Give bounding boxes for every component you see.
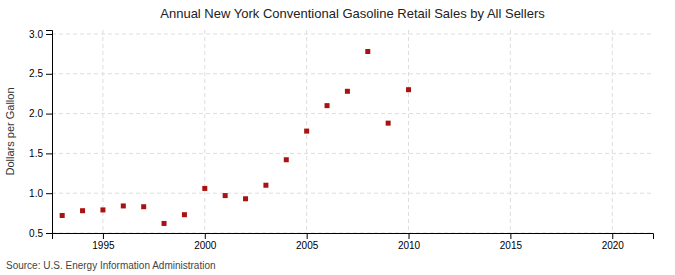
x-tick-mark — [103, 233, 104, 239]
point — [121, 203, 126, 208]
x-tick-mark — [409, 233, 410, 239]
x-tick-mark — [205, 233, 206, 239]
point — [386, 121, 391, 126]
point — [100, 207, 105, 212]
point — [325, 103, 330, 108]
point — [284, 157, 289, 162]
grid-line-x — [102, 30, 103, 233]
x-tick-label: 2015 — [500, 240, 523, 251]
grid-line-y — [52, 193, 653, 194]
x-tick-mark — [307, 233, 308, 239]
y-tick-label: 0.5 — [29, 228, 43, 239]
x-tick: 2015 — [500, 233, 523, 251]
y-tick: 2.5 — [29, 68, 52, 79]
plot-area: 1995 2000 2005 2010 2015 2020 0.5 1.0 1.5 2.0 2.5 3… — [29, 29, 653, 251]
x-tick: 2020 — [602, 233, 625, 251]
y-tick: 0.5 — [29, 228, 52, 239]
x-axis: 1995 2000 2005 2010 2015 2020 — [53, 233, 654, 251]
x-tick: 2000 — [194, 233, 217, 251]
y-tick: 1.5 — [29, 148, 52, 159]
y-axis-label: Dollars per Gallon — [4, 87, 16, 175]
source-note: Source: U.S. Energy Information Administ… — [6, 260, 216, 271]
x-tick-label: 1995 — [92, 240, 115, 251]
x-tick: 1995 — [92, 233, 115, 251]
x-tick-mark — [612, 233, 613, 239]
y-tick-label: 1.0 — [29, 188, 43, 199]
y-tick: 1.0 — [29, 188, 52, 199]
grid-line-x — [408, 30, 409, 233]
point — [345, 89, 350, 94]
title: Annual New York Conventional Gasoline Re… — [160, 6, 545, 21]
y-axis-line — [46, 31, 53, 234]
chart: 1995 2000 2005 2010 2015 2020 0.5 1.0 1.5 2.0 2.5 3… — [0, 0, 675, 275]
point — [304, 129, 309, 134]
grid-line-x — [510, 30, 511, 233]
y-axis: 0.5 1.0 1.5 2.0 2.5 3.0 — [29, 29, 52, 239]
y-tick-mark — [46, 193, 52, 194]
y-tick-label: 2.5 — [29, 68, 43, 79]
grid-line-x — [204, 30, 205, 233]
x-tick-mark — [510, 233, 511, 239]
y-tick-label: 2.0 — [29, 108, 43, 119]
point — [263, 183, 268, 188]
points — [60, 49, 411, 226]
grid-line-y — [52, 73, 653, 74]
x-tick-label: 2020 — [602, 240, 625, 251]
x-tick-label: 2010 — [398, 240, 421, 251]
x-axis-line — [53, 234, 654, 240]
point — [162, 221, 167, 226]
point — [243, 196, 248, 201]
point — [141, 204, 146, 209]
y-tick-label: 3.0 — [29, 29, 43, 40]
y-tick-mark — [46, 153, 52, 154]
x-tick-label: 2005 — [296, 240, 319, 251]
grid-line-y — [52, 113, 653, 114]
y-tick: 2.0 — [29, 108, 52, 119]
point — [406, 87, 411, 92]
y-tick-mark — [46, 34, 52, 35]
grid-line-y — [52, 153, 653, 154]
point — [60, 213, 65, 218]
grid — [52, 30, 653, 233]
x-tick: 2005 — [296, 233, 319, 251]
x-tick-label: 2000 — [194, 240, 217, 251]
y-tick-mark — [46, 74, 52, 75]
point — [202, 186, 207, 191]
y-tick: 3.0 — [29, 29, 52, 40]
grid-line-y — [52, 33, 653, 34]
point — [80, 208, 85, 213]
point — [365, 49, 370, 54]
y-tick-mark — [46, 114, 52, 115]
grid-line-x — [612, 30, 613, 233]
y-tick-mark — [46, 233, 52, 234]
point — [182, 212, 187, 217]
y-tick-label: 1.5 — [29, 148, 43, 159]
point — [223, 193, 228, 198]
x-tick: 2010 — [398, 233, 421, 251]
